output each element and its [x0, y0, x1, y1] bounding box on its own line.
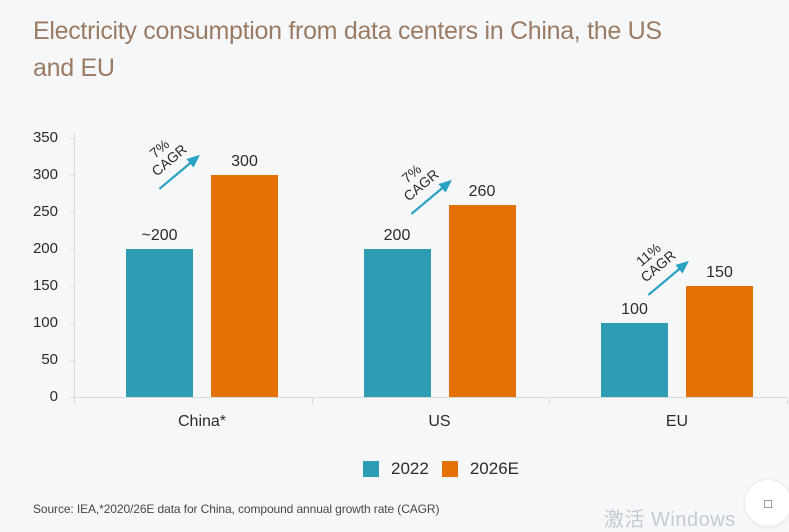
growth-arrow-icon: [647, 260, 689, 296]
bar-value-label-2022-china: ~200: [141, 227, 178, 244]
legend-swatch-2026E: [441, 461, 458, 477]
chart-title-line2: and EU: [33, 54, 115, 82]
growth-arrow-icon: [158, 154, 200, 190]
bar-value-label-2022-us: 200: [383, 227, 411, 244]
growth-arrow-icon: [410, 179, 452, 215]
y-axis-tick-label: 100: [32, 314, 58, 331]
category-label: EU: [665, 413, 689, 430]
x-axis-tick: [549, 398, 550, 404]
chart-legend: 2022 2026E: [363, 459, 519, 479]
cagr-annotation: 11% CAGR: [617, 227, 699, 306]
bar-value-label-2026E-us: 260: [468, 182, 496, 200]
source-note: Source: IEA,*2020/26E data for China, co…: [33, 502, 440, 516]
chart-title: Electricity consumption from data center…: [33, 13, 789, 87]
y-axis-tick: [70, 249, 74, 250]
y-axis-line: [74, 133, 75, 403]
x-axis-tick: [74, 398, 75, 404]
overlay-circle-button[interactable]: □: [744, 479, 789, 527]
bar-2022-eu: [601, 323, 668, 397]
y-axis-tick-label: 200: [32, 240, 58, 257]
legend-swatch-2022: [363, 461, 379, 477]
bar-value-label-2022-eu: 100: [621, 301, 648, 318]
bar-2026E-china: [211, 175, 278, 397]
x-axis-tick: [311, 398, 313, 404]
y-axis-tick: [70, 138, 74, 139]
y-axis-tick-label: 0: [49, 388, 58, 405]
y-axis-tick: [70, 323, 74, 324]
bar-2026E-eu: [686, 286, 753, 397]
legend-item-2022: 2022: [363, 459, 429, 479]
y-axis-tick: [70, 212, 74, 213]
cagr-annotation: 7% CAGR: [128, 121, 210, 200]
y-axis-tick: [70, 397, 74, 398]
y-axis-tick-label: 300: [32, 166, 58, 183]
category-label: US: [428, 413, 451, 430]
cagr-annotation: 7% CAGR: [380, 145, 462, 224]
legend-label-2026E: 2026E: [469, 459, 519, 478]
y-axis-tick-label: 50: [41, 351, 58, 368]
y-axis-tick: [70, 286, 74, 287]
category-label: China*: [177, 413, 227, 430]
y-axis-tick-label: 150: [32, 277, 58, 294]
x-axis-line: [74, 397, 787, 398]
bar-2022-china: [126, 249, 193, 397]
y-axis-tick: [70, 175, 74, 176]
bar-2022-us: [363, 249, 431, 397]
bar-2026E-us: [448, 204, 516, 397]
placeholder-glyph-icon: □: [764, 495, 772, 511]
legend-item-2026E: 2026E: [441, 459, 519, 479]
x-axis-tick: [786, 398, 788, 404]
y-axis-tick-label: 250: [32, 203, 58, 220]
bar-value-label-2026E-eu: 150: [706, 264, 733, 281]
legend-label-2022: 2022: [391, 459, 429, 478]
activate-windows-watermark: 激活 Windows: [604, 509, 736, 531]
chart-title-line1: Electricity consumption from data center…: [33, 17, 662, 45]
y-axis-tick: [70, 360, 74, 361]
y-axis-tick-label: 350: [32, 129, 58, 146]
bar-value-label-2026E-china: 300: [231, 153, 258, 170]
